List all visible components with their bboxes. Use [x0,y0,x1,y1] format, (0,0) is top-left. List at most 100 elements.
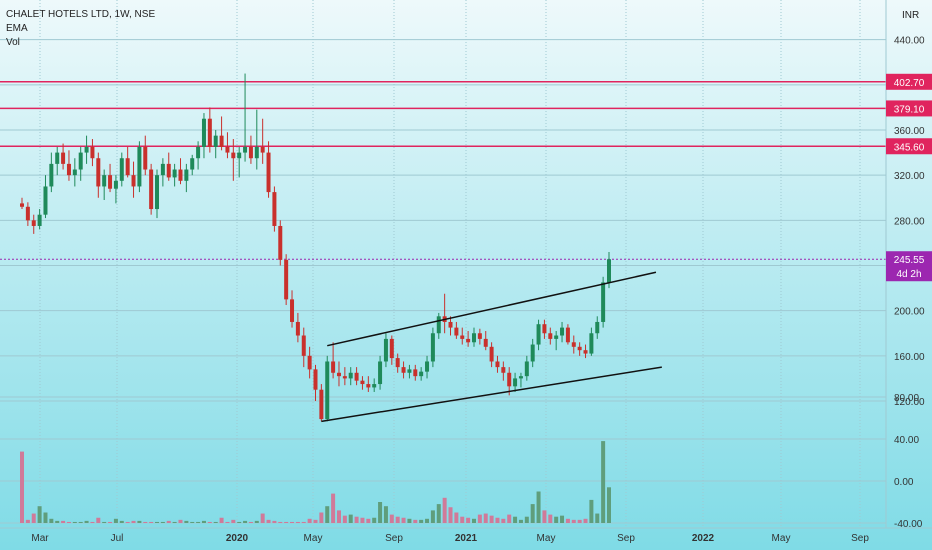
candle-body [55,152,60,164]
candle-body [372,384,377,388]
volume-bar [395,516,400,523]
volume-bar [207,521,212,523]
candle-body [548,333,553,339]
candle-body [524,361,529,377]
volume-bar [31,513,36,523]
volume-bar [96,517,101,523]
candle-body [78,152,83,170]
volume-bar [20,451,24,523]
volume-bar [295,521,300,523]
volume-bar [389,514,394,523]
price-tick-label: 360.00 [894,126,925,137]
candle-body [325,361,330,420]
candle-body [595,321,600,334]
volume-bar [571,519,576,523]
candle-body [155,175,160,210]
volume-bar [290,521,295,523]
candle-body [260,146,265,153]
candle-body [37,214,42,226]
candle-body [66,163,71,176]
volume-bar [66,521,71,523]
candle-body [207,118,212,147]
candle-body [518,376,523,379]
volume-bar [213,521,218,523]
volume-bar [342,515,347,523]
volume-bar [554,516,559,523]
vol-indicator-label[interactable]: Vol [6,37,20,48]
level-price-tag [886,138,932,155]
volume-bar [201,520,206,523]
volume-bar [354,516,359,523]
volume-bar [172,521,177,523]
volume-bar [607,487,611,523]
candle-body [49,163,54,187]
level-price-label: 402.70 [894,78,925,89]
grid-lines [0,0,886,528]
volume-bar [448,507,453,523]
volume-tick-label: -40.00 [894,519,923,530]
volume-tick-label: 0.00 [894,477,914,488]
volume-bar [248,521,253,523]
price-tick-label: 160.00 [894,352,925,363]
candle-body [401,367,406,373]
volume-bar [471,518,476,523]
volume-bar [378,502,383,523]
volume-bar [524,516,529,523]
candle-body [501,367,506,373]
volume-bar [166,520,171,523]
volume-bar [336,510,341,523]
volume-bar [489,515,494,523]
volume-bar [184,520,189,523]
candle-body [313,369,318,390]
volume-bar [125,521,130,523]
time-tick-label: 2022 [692,533,715,544]
volume-bar [466,517,471,523]
candle-body [571,342,576,347]
candle-body [331,361,336,373]
candle-body [407,369,412,373]
volume-bar [325,506,330,523]
volume-bar [442,497,447,523]
candle-body [213,135,218,147]
volume-bar [436,504,441,523]
volume-bar [278,521,283,523]
candle-body [266,152,271,193]
candle-body [589,333,594,354]
price-tick-label: 320.00 [894,171,925,182]
time-tick-label: 2020 [226,533,249,544]
time-tick-label: Sep [617,533,635,544]
volume-bar [178,519,183,523]
candle-body [307,355,312,370]
candle-body [160,163,165,176]
candle-body [295,321,300,336]
volume-bar [383,506,388,523]
candle-body [378,361,383,385]
candle-body [413,369,418,377]
volume-bar [477,514,482,523]
candle-body [20,203,24,207]
candle-body [560,327,565,336]
candle-body [460,335,465,339]
time-tick-label: Sep [385,533,403,544]
candle-body [143,146,148,170]
ema-indicator-label[interactable]: EMA [6,23,28,34]
volume-bar [225,521,230,523]
volume-bar [137,520,142,523]
price-axis[interactable]: 440.00 360.00 320.00 280.00 200.00 160.00 120.… [885,0,932,530]
candle-body [507,372,512,387]
candle-body [219,135,224,147]
trendline [327,271,657,347]
volume-bar [78,521,83,523]
candle-body [466,338,471,343]
time-axis[interactable]: Mar Jul 2020 May Sep 2021 May Sep 2022 May Sep [0,527,932,544]
volume-bar [407,518,412,523]
volume-bar [331,493,336,523]
volume-bar [72,521,77,523]
candle-body [225,146,230,153]
candle-body [178,169,183,181]
volume-tick-label: 40.00 [894,435,919,446]
candle-body [354,372,359,381]
candle-body [419,371,424,377]
